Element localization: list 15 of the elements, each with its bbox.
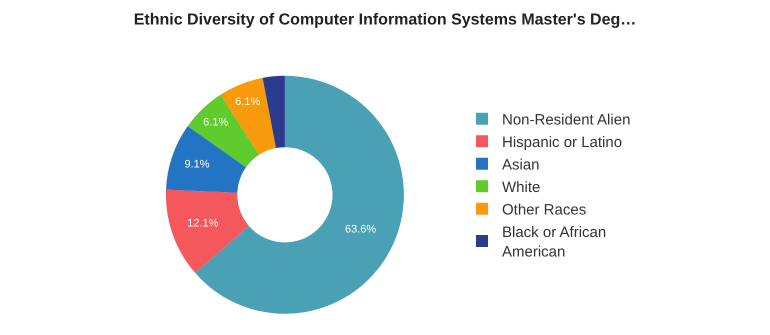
data-label: 63.6%: [345, 223, 376, 236]
data-label: 6.1%: [235, 96, 260, 108]
legend-label: Asian: [502, 156, 540, 174]
legend-label: Hispanic or Latino: [502, 134, 622, 152]
donut-slice: [262, 76, 285, 148]
donut-slice: [166, 126, 246, 193]
chart-title: Ethnic Diversity of Computer Information Systems Master's Deg…: [134, 12, 636, 29]
data-label: 9.1%: [184, 158, 210, 171]
data-label: 12.1%: [187, 217, 219, 230]
donut-slice: [166, 190, 249, 273]
legend-label: Black or African American: [502, 224, 606, 261]
legend-label: Other Races: [502, 202, 586, 219]
legend-label: Non-Resident Alien: [502, 112, 630, 129]
data-label: 6.1%: [203, 116, 228, 129]
legend-label: White: [502, 179, 540, 196]
